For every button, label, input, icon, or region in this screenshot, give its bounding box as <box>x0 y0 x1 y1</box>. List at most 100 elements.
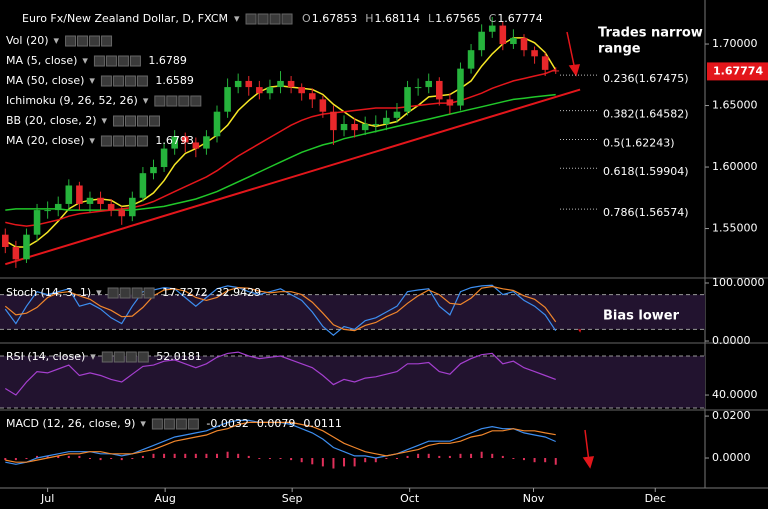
histogram-bar <box>67 455 70 459</box>
histogram-bar <box>406 455 409 459</box>
candle-body <box>86 197 94 204</box>
study-icon <box>143 287 155 299</box>
study-icon <box>245 13 257 25</box>
study-value: -0.0032 <box>206 417 248 430</box>
histogram-bar <box>343 458 346 467</box>
study-value: 0.0079 <box>257 417 296 430</box>
y-tick-label: 0.0000 <box>712 334 751 347</box>
candle-body <box>54 203 62 211</box>
fib-label: 0.382(1.64582) <box>603 108 689 121</box>
candle-body <box>478 31 485 51</box>
dropdown-icon: ▾ <box>90 350 96 363</box>
annotation: Trades narrow <box>598 26 703 41</box>
histogram-bar <box>300 458 303 463</box>
ohlc-letter: O <box>302 12 311 25</box>
histogram-bar <box>470 453 473 459</box>
study-icon <box>187 418 199 430</box>
candle-body <box>319 99 327 112</box>
histogram-bar <box>110 458 113 460</box>
study-value: 52.0181 <box>156 350 202 363</box>
indicator-line <box>5 421 556 463</box>
ohlc-value: 1.67774 <box>497 12 543 25</box>
study-icon <box>101 35 113 47</box>
dropdown-icon: ▾ <box>234 12 240 25</box>
study-icon <box>125 351 137 363</box>
dropdown-icon: ▾ <box>143 94 149 107</box>
last-price: 1.67774 <box>713 64 763 77</box>
study-icon <box>136 135 148 147</box>
fib-label: 0.5(1.62243) <box>603 136 675 149</box>
ohlc-value: 1.68114 <box>374 12 420 25</box>
x-tick-label: Oct <box>400 492 420 505</box>
histogram-bar <box>36 455 39 459</box>
annotation: Bias lower <box>603 309 680 324</box>
histogram-bar <box>237 453 240 459</box>
study-icon <box>149 115 160 127</box>
study-value: 0.0111 <box>303 417 342 430</box>
histogram-bar <box>544 458 547 463</box>
y-tick-label: 1.55000 <box>712 222 758 235</box>
study-icon <box>112 135 124 147</box>
histogram-bar <box>480 451 483 459</box>
candle-body <box>245 80 253 88</box>
study-icon <box>101 351 113 363</box>
study-icon <box>100 75 112 87</box>
candle-body <box>467 50 475 69</box>
candle-body <box>181 136 189 143</box>
study-icon <box>175 418 187 430</box>
last-price-box <box>707 62 768 81</box>
candle-body <box>192 142 200 149</box>
histogram-bar <box>311 458 314 465</box>
candle-body <box>393 111 401 118</box>
study-name: Stoch (14, 3, 1) <box>6 286 91 299</box>
y-tick-label: 1.70000 <box>712 37 758 50</box>
dropdown-icon: ▾ <box>102 114 108 127</box>
arrow-head <box>568 64 581 77</box>
candle-body <box>372 123 380 125</box>
histogram-bar <box>131 458 134 460</box>
dropdown-icon: ▾ <box>89 134 95 147</box>
candle-body <box>33 210 41 235</box>
dropdown-icon: ▾ <box>96 286 102 299</box>
chart-layer: 1.55000 1.60000 1.65000 1.70000 100.0000 0.00… <box>0 12 768 505</box>
candle-body <box>266 87 274 94</box>
study-icon <box>136 75 148 87</box>
histogram-bar <box>120 458 123 461</box>
candle-body <box>340 123 348 131</box>
candle-body <box>224 87 231 112</box>
fib-label: 0.236(1.67475) <box>603 72 689 85</box>
study-name: Vol (20) <box>6 34 49 47</box>
candle-body <box>97 197 104 204</box>
candle-body <box>150 167 157 174</box>
y-tick-label: 1.60000 <box>712 160 758 173</box>
band-fill <box>0 294 705 330</box>
study-icon <box>100 135 112 147</box>
candle-body <box>383 117 390 124</box>
candle-body <box>425 80 432 88</box>
histogram-bar <box>226 451 229 459</box>
candle-body <box>234 80 242 88</box>
study-icon <box>269 13 281 25</box>
ohlc-value: 1.67853 <box>312 12 358 25</box>
candle-body <box>213 111 221 137</box>
study-icon <box>137 115 148 127</box>
histogram-bar <box>268 458 271 460</box>
study-icon <box>119 287 131 299</box>
candle-body <box>499 25 507 45</box>
x-tick-label: Nov <box>523 492 545 505</box>
study-icon <box>113 115 124 127</box>
study-icon <box>281 13 293 25</box>
histogram-bar <box>14 458 17 461</box>
candle-body <box>203 136 210 149</box>
histogram-bar <box>353 458 356 467</box>
study-icon <box>178 95 190 107</box>
histogram-bar <box>533 458 536 463</box>
histogram-bar <box>395 458 398 460</box>
histogram-bar <box>4 458 7 461</box>
histogram-bar <box>247 455 250 459</box>
candle-body <box>65 185 73 204</box>
candle-body <box>330 111 337 131</box>
histogram-bar <box>501 455 504 459</box>
study-icon <box>117 55 129 67</box>
study-name: MA (5, close) <box>6 54 77 67</box>
